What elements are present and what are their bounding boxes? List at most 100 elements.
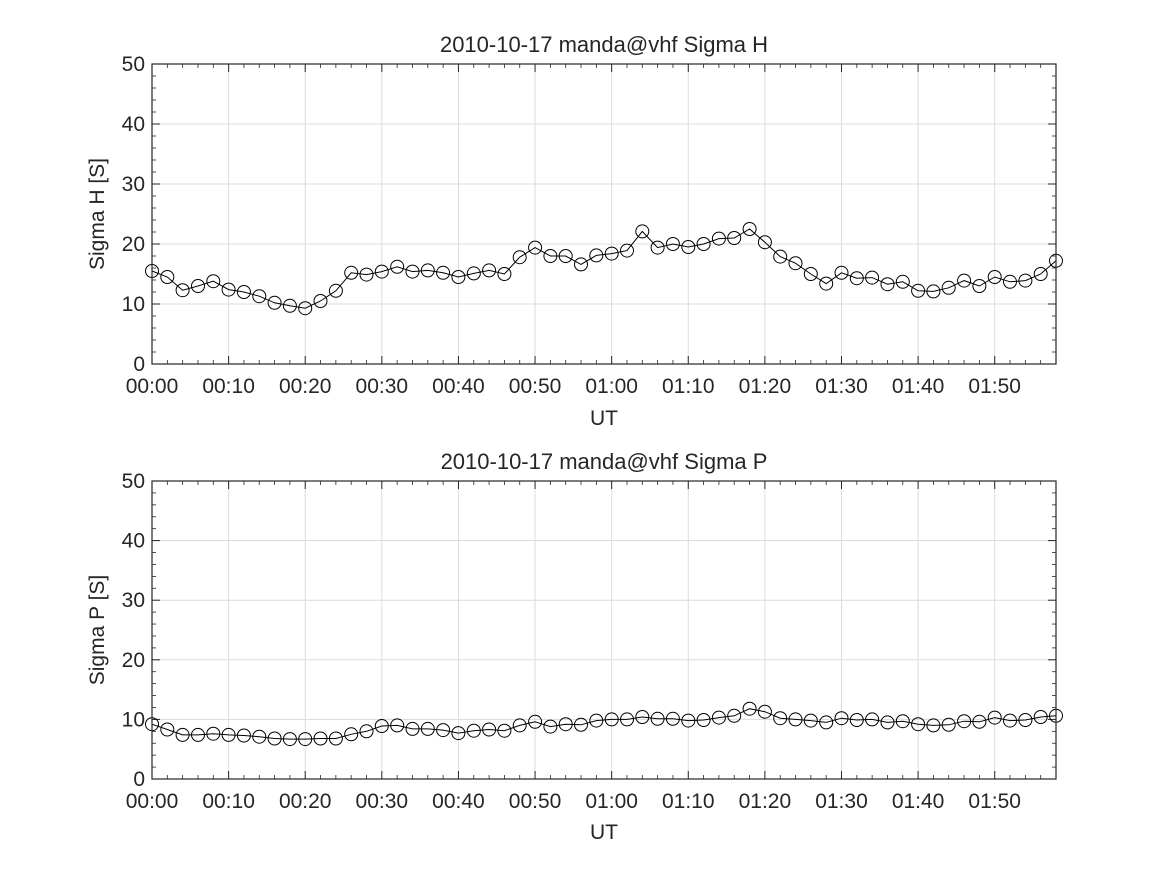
data-point-marker [405,264,420,279]
data-point-marker [482,263,497,278]
x-axis-label: UT [590,407,618,430]
x-tick-label: 00:10 [202,375,255,398]
data-point-marker [865,270,880,285]
x-tick-label: 00:40 [432,790,485,813]
series-line [151,228,1057,309]
data-point-marker [834,265,849,280]
data-point-marker [849,713,864,727]
data-point-marker [665,237,680,251]
x-tick-label: 00:10 [202,790,255,813]
x-tick-label: 01:50 [968,790,1021,813]
data-point-marker [1018,273,1033,288]
data-point-marker [635,224,650,239]
data-point-marker [941,280,956,295]
data-point-marker [206,274,221,289]
data-point-marker [819,276,834,291]
x-tick-label: 01:10 [662,375,715,398]
x-tick-label: 01:40 [892,375,945,398]
data-point-marker [742,701,757,716]
y-tick-label: 40 [122,113,145,136]
x-tick-label: 01:20 [739,375,792,398]
data-point-marker [221,282,236,297]
y-tick-label: 0 [133,353,145,376]
data-point-marker [773,249,788,264]
data-point-marker [665,711,680,726]
data-point-marker [972,279,987,293]
data-point-marker [436,265,451,280]
data-point-marker [313,294,328,308]
x-tick-label: 01:00 [585,790,638,813]
series [145,222,1063,316]
y-tick-label: 40 [122,530,145,553]
data-point-marker [957,714,972,729]
data-point-marker [267,731,282,746]
data-point-marker [528,714,543,729]
x-tick-label: 01:40 [892,790,945,813]
data-point-marker [880,277,895,292]
ticks [151,63,1057,365]
data-point-marker [696,713,711,727]
data-point-marker [282,732,297,747]
data-point-marker [1033,710,1048,724]
y-tick-label: 50 [122,53,145,76]
data-point-marker [604,712,619,727]
x-tick-label: 00:00 [126,375,179,398]
data-point-marker [681,713,696,728]
y-axis-label: Sigma H [S] [86,158,109,270]
data-point-marker [191,279,205,293]
data-point-marker [558,717,573,732]
y-tick-label: 20 [122,649,145,672]
data-point-marker [926,718,941,733]
data-point-marker [849,271,864,286]
data-point-marker [1033,267,1048,281]
data-point-marker [175,727,190,742]
x-tick-label: 00:20 [279,375,332,398]
x-tick-label: 00:40 [432,375,485,398]
data-point-marker [681,240,696,254]
data-point-marker [589,713,604,728]
data-point-marker [313,731,328,746]
data-point-marker [957,273,972,288]
data-point-marker [834,711,849,726]
y-tick-label: 30 [122,589,145,612]
data-point-marker [390,259,405,274]
data-point-marker [895,714,910,729]
data-point-marker [865,712,880,727]
x-tick-label: 00:50 [509,790,562,813]
data-point-marker [482,722,497,737]
data-point-marker [267,295,282,310]
tick-labels: 00:00 00:10 00:20 00:30 00:40 00:50 01:00 01:10… [122,53,1021,398]
x-axis-label: UT [590,821,618,844]
data-point-marker [512,250,527,265]
y-tick-label: 30 [122,173,145,196]
data-point-marker [803,713,818,728]
data-point-marker [574,257,588,272]
subplot-sigma-p: 2010-10-17 manda@vhf Sigma P UT Sigma P … [86,449,1063,844]
x-tick-label: 00:20 [279,790,332,813]
y-tick-label: 10 [122,293,145,316]
data-point-marker [328,731,343,746]
data-point-marker [466,266,481,281]
x-tick-label: 00:30 [356,375,409,398]
data-point-marker [620,712,634,727]
data-point-marker [497,723,512,738]
data-point-marker [604,246,619,261]
x-tick-label: 00:30 [356,790,409,813]
data-point-marker [589,248,604,263]
data-point-marker [788,256,803,271]
data-point-marker [160,722,175,737]
series-line [151,708,1057,740]
grid [152,481,1056,779]
data-point-marker [895,274,910,289]
x-tick-label: 00:00 [126,790,179,813]
axes-box [151,480,1057,780]
data-point-marker [650,711,665,726]
data-point-marker [160,270,175,284]
data-point-marker [635,710,650,724]
data-point-marker [497,267,512,281]
data-point-marker [558,249,573,263]
y-tick-label: 50 [122,470,145,493]
data-point-marker [788,712,803,727]
data-point-marker [911,283,926,298]
